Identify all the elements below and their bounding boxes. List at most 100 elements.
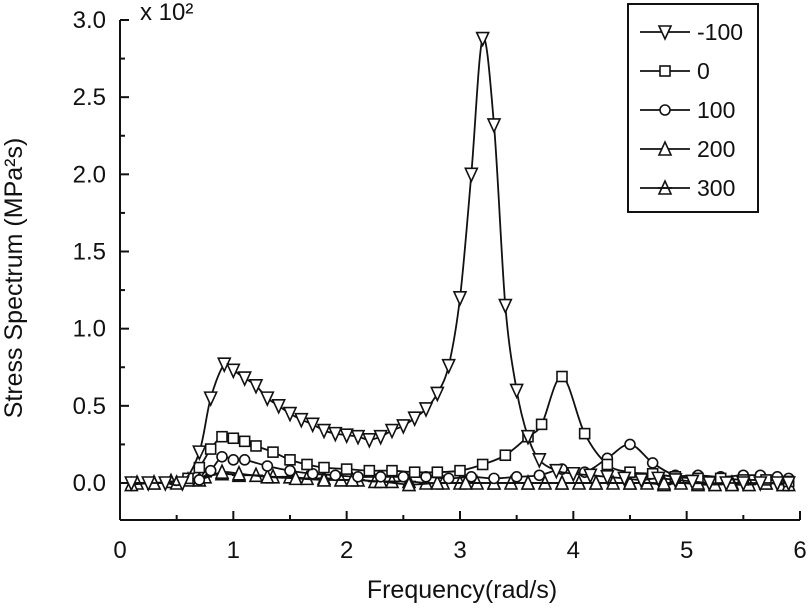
data-point bbox=[362, 432, 377, 449]
legend-box bbox=[627, 3, 759, 213]
y-tick-label: 2.5 bbox=[73, 84, 106, 111]
data-point bbox=[498, 298, 513, 315]
data-point bbox=[231, 464, 247, 481]
data-point bbox=[554, 474, 570, 490]
data-point bbox=[601, 458, 614, 471]
data-point bbox=[282, 406, 298, 423]
data-point bbox=[651, 471, 666, 488]
legend-marker bbox=[659, 65, 671, 77]
data-point bbox=[719, 476, 734, 492]
data-point bbox=[227, 454, 240, 466]
data-point bbox=[214, 463, 230, 479]
y-tick-label: 3.0 bbox=[73, 7, 106, 34]
data-point bbox=[192, 445, 207, 462]
y-tick-label: 1.5 bbox=[73, 239, 106, 266]
data-point bbox=[301, 458, 313, 471]
data-point bbox=[431, 466, 444, 478]
y-axis-multiplier: x 10² bbox=[140, 0, 193, 26]
data-point bbox=[238, 454, 251, 466]
legend-label: 200 bbox=[697, 136, 735, 162]
data-point bbox=[464, 167, 479, 184]
data-point bbox=[430, 386, 445, 403]
data-point bbox=[499, 449, 512, 462]
data-point bbox=[374, 471, 387, 483]
data-point bbox=[294, 412, 309, 429]
data-point bbox=[284, 464, 296, 477]
x-tick-label: 6 bbox=[793, 537, 806, 564]
data-point bbox=[475, 31, 490, 48]
legend-label: 0 bbox=[697, 58, 710, 84]
data-point bbox=[510, 471, 523, 483]
x-tick-label: 5 bbox=[680, 537, 693, 564]
data-point bbox=[533, 469, 546, 482]
data-point bbox=[267, 446, 279, 458]
data-point bbox=[420, 471, 432, 483]
legend: -100 0 100 200 300 bbox=[627, 3, 759, 213]
data-point bbox=[549, 463, 564, 480]
data-point bbox=[216, 450, 228, 463]
data-point bbox=[452, 290, 468, 307]
data-point bbox=[578, 427, 591, 440]
data-point bbox=[509, 383, 524, 400]
data-point bbox=[624, 438, 636, 451]
x-tick-label: 1 bbox=[227, 537, 240, 564]
data-point bbox=[702, 476, 717, 492]
data-point bbox=[261, 460, 274, 472]
legend-marker bbox=[659, 104, 671, 116]
data-point bbox=[226, 363, 241, 380]
data-point bbox=[339, 428, 354, 445]
data-point bbox=[656, 474, 672, 490]
data-point bbox=[685, 474, 700, 491]
data-point bbox=[646, 457, 659, 469]
y-tick-label: 0.5 bbox=[73, 393, 106, 420]
data-point bbox=[305, 417, 320, 434]
data-point bbox=[486, 118, 502, 134]
data-point bbox=[203, 391, 218, 408]
data-point bbox=[408, 466, 421, 478]
data-point bbox=[781, 476, 796, 492]
data-point bbox=[193, 461, 206, 474]
data-point bbox=[488, 472, 500, 485]
data-point bbox=[271, 399, 286, 415]
data-point bbox=[328, 426, 343, 443]
y-tick-label: 2.0 bbox=[73, 161, 106, 188]
data-point bbox=[535, 418, 548, 431]
x-tick-label: 4 bbox=[567, 537, 580, 564]
data-point bbox=[193, 474, 206, 486]
data-point bbox=[175, 476, 190, 492]
data-point bbox=[288, 469, 303, 486]
data-point bbox=[622, 474, 638, 490]
data-point bbox=[216, 430, 228, 443]
data-point bbox=[520, 429, 536, 446]
data-point bbox=[588, 474, 604, 490]
data-point bbox=[532, 453, 547, 469]
data-point bbox=[318, 461, 330, 474]
legend-marker bbox=[657, 25, 673, 41]
data-point bbox=[248, 378, 264, 395]
data-point bbox=[373, 429, 388, 446]
data-point bbox=[753, 476, 768, 492]
data-point bbox=[238, 435, 251, 448]
x-tick-label: 3 bbox=[453, 537, 466, 564]
data-point bbox=[520, 474, 536, 490]
data-point bbox=[260, 467, 275, 484]
data-point bbox=[600, 470, 615, 486]
x-tick-label: 0 bbox=[113, 537, 126, 564]
data-point bbox=[617, 471, 632, 488]
data-point bbox=[634, 473, 649, 489]
data-point bbox=[441, 358, 456, 375]
data-point bbox=[476, 458, 489, 471]
data-point bbox=[556, 370, 568, 383]
data-point bbox=[668, 473, 683, 489]
y-tick-label: 0.0 bbox=[73, 470, 106, 497]
data-point bbox=[770, 476, 785, 492]
data-point bbox=[204, 464, 217, 477]
legend-label: 300 bbox=[697, 175, 735, 201]
series-layer bbox=[124, 31, 796, 492]
y-tick-label: 1.0 bbox=[73, 316, 106, 343]
data-point bbox=[418, 402, 434, 418]
y-axis-label: Stress Spectrum (MPa²s) bbox=[0, 138, 28, 419]
data-point bbox=[124, 476, 139, 492]
data-point bbox=[158, 476, 173, 492]
